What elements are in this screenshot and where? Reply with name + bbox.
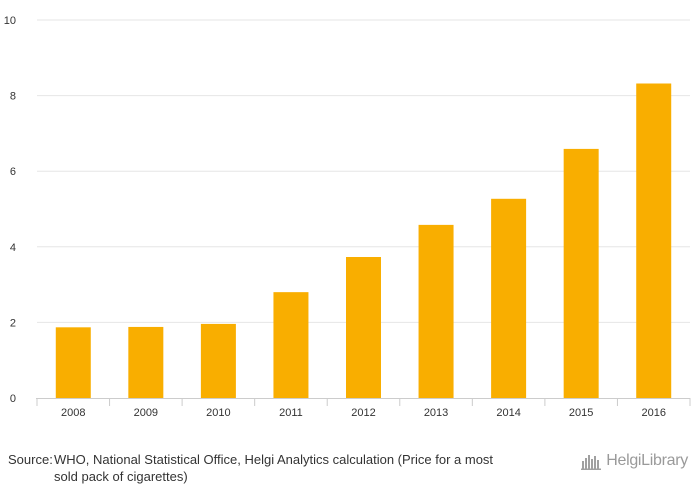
y-tick-label: 0 — [10, 393, 16, 405]
bar-2016[interactable] — [636, 83, 672, 398]
source-text: WHO, National Statistical Office, Helgi … — [54, 452, 494, 484]
bar-2009[interactable] — [128, 326, 164, 398]
x-tick-label: 2015 — [569, 407, 593, 419]
x-tick-label: 2016 — [641, 407, 665, 419]
bar-2011[interactable] — [273, 292, 309, 398]
x-tick-label: 2011 — [279, 407, 303, 419]
bars — [55, 83, 672, 398]
source-note: Source:WHO, National Statistical Office,… — [8, 451, 528, 485]
x-axis: 2008 2009 2010 2011 2012 2013 2014 2015 2016 — [36, 398, 691, 419]
bar-chart: 0 2 4 6 8 10 2008 2009 2010 2011 2012 2013 2014 2015… — [4, 15, 691, 419]
y-tick-label: 2 — [10, 317, 16, 329]
y-axis: 0 2 4 6 8 10 — [4, 15, 16, 405]
bar-2015[interactable] — [563, 148, 599, 398]
y-tick-label: 4 — [10, 242, 16, 254]
library-icon — [581, 455, 602, 470]
bar-2008[interactable] — [55, 327, 91, 398]
logo-text: HelgiLibrary — [606, 452, 688, 469]
x-tick-label: 2012 — [351, 407, 375, 419]
y-tick-label: 6 — [10, 166, 16, 178]
source-label: Source: — [8, 452, 53, 467]
bar-2013[interactable] — [418, 224, 454, 398]
x-tick-label: 2014 — [496, 407, 520, 419]
y-tick-label: 8 — [10, 91, 16, 103]
bar-2014[interactable] — [491, 198, 527, 398]
y-tick-label: 10 — [4, 15, 16, 27]
bar-2010[interactable] — [200, 323, 236, 398]
x-tick-label: 2013 — [424, 407, 448, 419]
bar-2012[interactable] — [346, 257, 381, 398]
x-tick-label: 2008 — [61, 407, 85, 419]
helgi-library-logo[interactable]: HelgiLibrary — [581, 452, 688, 470]
x-tick-label: 2010 — [206, 407, 230, 419]
x-tick-label: 2009 — [134, 407, 158, 419]
